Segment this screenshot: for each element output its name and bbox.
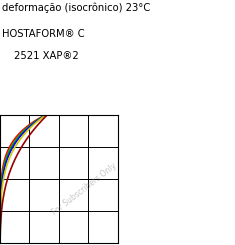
Text: For Subscribers Only: For Subscribers Only [51,161,118,217]
Text: deformação (isocrônico) 23°C: deformação (isocrônico) 23°C [2,2,151,13]
Text: HOSTAFORM® C: HOSTAFORM® C [2,29,85,39]
Text: 2521 XAP®2: 2521 XAP®2 [14,51,79,61]
